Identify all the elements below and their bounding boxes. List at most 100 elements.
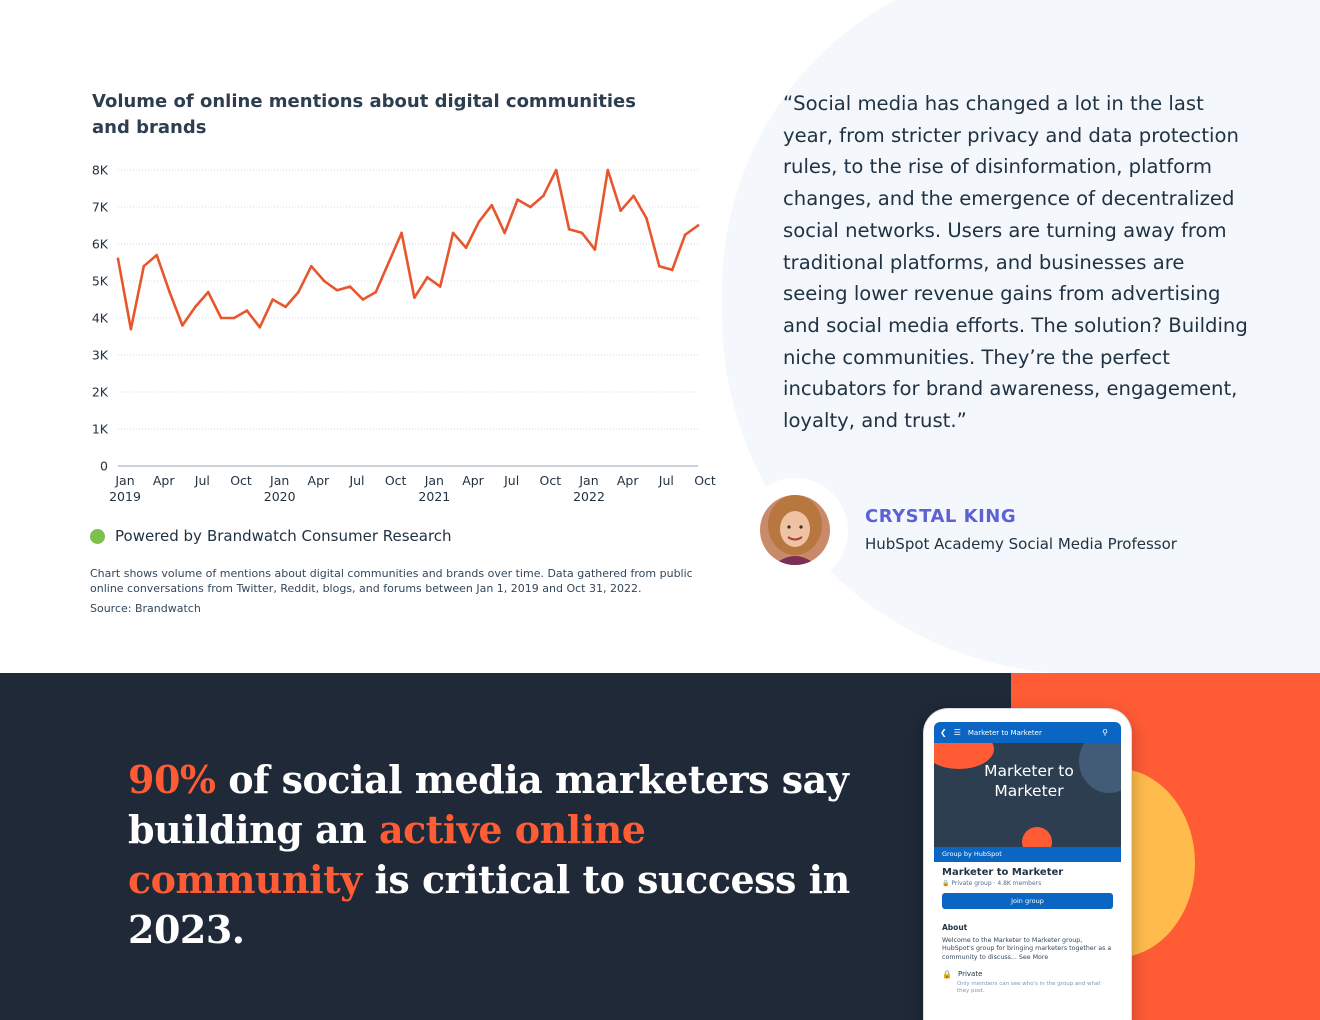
data-point-2020-04 — [310, 264, 313, 268]
private-row: 🔒 Private — [934, 962, 1121, 979]
data-point-2021-05 — [477, 220, 481, 224]
x-tick-label-2020-01: Jan — [269, 473, 289, 488]
data-point-2019-12 — [258, 325, 262, 329]
search-icon[interactable]: ⚲ — [1102, 728, 1108, 737]
x-tick-label-2020-04: Apr — [308, 473, 330, 488]
private-lock-icon: 🔒 — [942, 969, 952, 979]
x-tick-label-2021-07: Jul — [503, 473, 519, 488]
x-tick-label-2020-07: Jul — [348, 473, 364, 488]
data-point-2020-03 — [297, 290, 300, 294]
data-point-2020-05 — [322, 279, 326, 283]
data-point-2020-08 — [361, 298, 365, 301]
avatar — [760, 495, 830, 565]
data-point-2021-06 — [490, 203, 494, 207]
x-tick-label-2021-01: Jan — [424, 473, 444, 488]
phone-screen: ❮ ☰ Marketer to Marketer ⚲ Marketer to M… — [934, 722, 1121, 1020]
author-name: CRYSTAL KING — [865, 506, 1017, 527]
data-point-2019-07 — [194, 305, 197, 309]
data-point-2019-08 — [206, 290, 210, 294]
y-tick-label-4K: 4K — [92, 311, 109, 326]
x-tick-year-2020: 2020 — [264, 489, 296, 504]
data-point-2021-04 — [464, 246, 468, 249]
data-point-2021-03 — [451, 231, 455, 235]
author-portrait-icon — [760, 495, 830, 565]
data-point-2019-11 — [245, 309, 249, 312]
group-cover: Marketer to Marketer — [934, 743, 1121, 847]
x-tick-label-2020-10: Oct — [385, 473, 407, 488]
x-tick-label-2021-10: Oct — [540, 473, 562, 488]
data-point-2021-11 — [554, 168, 558, 172]
top-section: Volume of online mentions about digital … — [90, 0, 1320, 673]
x-tick-year-2021: 2021 — [418, 489, 450, 504]
data-point-2022-04 — [619, 209, 622, 212]
data-point-2021-08 — [516, 198, 519, 201]
x-tick-label-2022-07: Jul — [658, 473, 674, 488]
data-point-2019-10 — [232, 316, 236, 320]
x-tick-label-2019-07: Jul — [194, 473, 210, 488]
stat-text-part2: is critical to success in 2023. — [128, 857, 850, 952]
data-point-2022-10 — [696, 224, 700, 227]
data-point-2020-10 — [387, 261, 390, 264]
data-point-2020-12 — [413, 296, 416, 299]
data-point-2019-04 — [155, 253, 158, 257]
about-text: Welcome to the Marketer to Marketer grou… — [942, 937, 1112, 961]
powered-prefix: Powered by — [115, 527, 202, 545]
group-meta-text: Private group · 4.8K members — [951, 880, 1042, 887]
back-icon[interactable]: ❮ — [940, 728, 947, 737]
chart-grid — [118, 169, 698, 467]
stat-text-part1: of social media marketers say building a… — [128, 757, 849, 852]
data-point-2021-02 — [438, 285, 442, 288]
data-point-2019-03 — [142, 264, 146, 268]
join-group-button[interactable]: Join group — [942, 893, 1113, 909]
x-tick-label-2022-01: Jan — [578, 473, 598, 488]
data-point-2021-07 — [503, 231, 506, 235]
x-tick-label-2019-04: Apr — [153, 473, 175, 488]
author-role: HubSpot Academy Social Media Professor — [865, 535, 1177, 553]
x-tick-label-2021-04: Apr — [462, 473, 484, 488]
app-title: Marketer to Marketer — [967, 728, 1042, 737]
phone-mockup: ❮ ☰ Marketer to Marketer ⚲ Marketer to M… — [924, 709, 1131, 1020]
y-axis-ticks: 0 1K 2K 3K 4K 5K 6K 7K 8K — [92, 163, 109, 474]
data-point-2019-05 — [168, 290, 171, 294]
data-point-2021-10 — [542, 194, 545, 198]
about-heading: About — [942, 923, 968, 932]
private-text: Only members can see who's in the group … — [957, 980, 1101, 994]
group-title: Marketer to Marketer — [942, 867, 1064, 878]
data-point-2020-02 — [284, 305, 287, 309]
data-point-2022-01 — [580, 231, 584, 235]
data-point-2020-07 — [348, 285, 352, 288]
app-bar: ❮ ☰ Marketer to Marketer ⚲ — [934, 722, 1121, 743]
data-point-2022-08 — [670, 268, 674, 272]
cover-blob-orange-small — [1022, 827, 1052, 847]
data-point-2020-11 — [400, 231, 403, 235]
powered-by: Powered by Brandwatch Consumer Research — [90, 526, 452, 546]
series-line-0 — [116, 168, 700, 331]
data-point-2021-12 — [567, 227, 571, 231]
data-point-2022-05 — [632, 194, 635, 198]
y-tick-label-7K: 7K — [92, 200, 109, 215]
data-point-2022-09 — [683, 233, 687, 237]
y-tick-label-1K: 1K — [92, 422, 109, 437]
data-point-2019-06 — [181, 324, 184, 327]
data-point-2022-07 — [658, 264, 661, 268]
data-point-2019-09 — [219, 316, 223, 320]
data-point-2019-02 — [129, 327, 133, 331]
stat-highlight: active online community — [128, 807, 646, 902]
y-tick-label-6K: 6K — [92, 237, 109, 252]
menu-icon[interactable]: ☰ — [953, 728, 961, 737]
stat-number: 90% — [128, 757, 216, 802]
data-point-2020-06 — [335, 288, 339, 292]
y-tick-label-3K: 3K — [92, 348, 109, 363]
brandwatch-dot-icon — [90, 528, 105, 544]
chart-note: Chart shows volume of mentions about dig… — [90, 567, 693, 595]
private-label: Private — [957, 970, 983, 979]
data-point-2022-02 — [593, 248, 597, 251]
y-tick-label-5K: 5K — [92, 274, 109, 289]
lock-icon: 🔒 — [942, 880, 950, 887]
stat-headline: 90% of social media marketers say buildi… — [128, 755, 888, 955]
chart-series — [116, 168, 700, 331]
stat-banner: 90% of social media marketers say buildi… — [0, 673, 1320, 1020]
data-point-2022-03 — [606, 168, 610, 172]
cover-blob-slate — [1079, 743, 1121, 793]
